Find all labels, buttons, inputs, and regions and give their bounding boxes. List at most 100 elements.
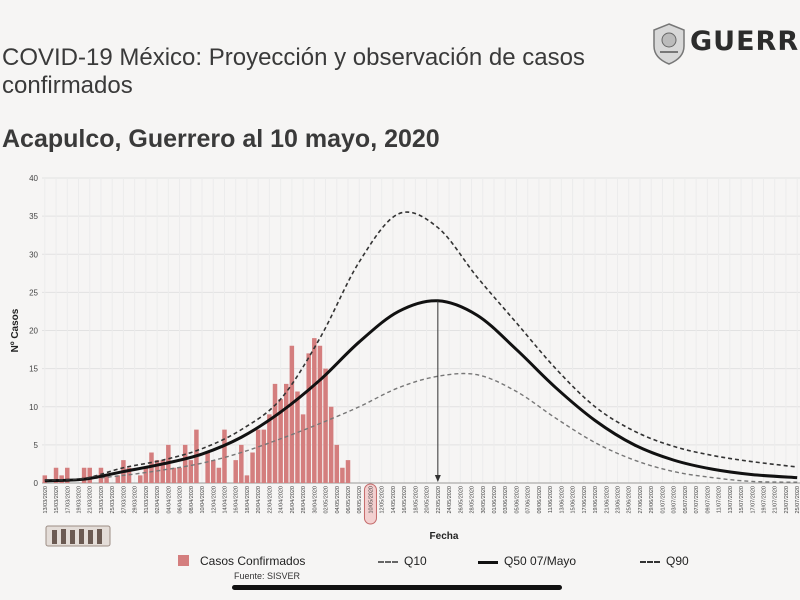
x-tick-label: 07/06/2020 — [526, 486, 532, 514]
bar-casos-confirmados — [177, 467, 182, 483]
y-axis-title: Nº Casos — [10, 308, 21, 352]
x-tick-label: 05/06/2020 — [514, 486, 520, 514]
bar-casos-confirmados — [295, 391, 300, 483]
legend-line-q90 — [640, 561, 660, 563]
chart-canvas: 0 5 10 15 20 25 30 35 40 13/03/2020 15/03/2020 17/0… — [10, 174, 800, 542]
x-tick-label: 15/07/2020 — [739, 486, 745, 514]
x-tick-label: 22/04/2020 — [267, 486, 273, 514]
series-line-q50-07-mayo — [44, 299, 798, 483]
government-logo-icon — [45, 525, 111, 547]
legend-item-casos: Casos Confirmados — [178, 552, 348, 570]
x-tick-label: 10/04/2020 — [200, 486, 206, 514]
x-tick-label: 05/07/2020 — [683, 486, 689, 514]
legend-item-q90: Q90 — [640, 552, 710, 570]
x-tick-label: 04/04/2020 — [166, 486, 172, 514]
x-tick-label: 25/06/2020 — [627, 486, 633, 514]
state-emblem-icon — [653, 23, 685, 65]
x-tick-label: 29/03/2020 — [133, 486, 139, 514]
x-tick-label: 08/04/2020 — [189, 486, 195, 514]
x-tick-label: 15/06/2020 — [571, 486, 577, 514]
x-tick-label: 12/05/2020 — [380, 486, 386, 514]
legend-label-q10: Q10 — [404, 554, 427, 568]
bar-casos-confirmados — [115, 475, 121, 483]
bar-casos-confirmados — [205, 452, 210, 483]
bar-casos-confirmados — [81, 467, 87, 483]
x-tick-label: 12/04/2020 — [211, 486, 217, 514]
bar-casos-confirmados — [182, 444, 188, 483]
x-tick-label: 31/03/2020 — [144, 486, 150, 514]
bar-casos-confirmados — [188, 460, 194, 483]
bar-casos-confirmados — [239, 444, 244, 483]
bar-casos-confirmados — [222, 429, 227, 483]
bar-casos-confirmados — [171, 467, 177, 483]
x-axis-title: Fecha — [430, 531, 459, 542]
x-tick-label: 27/06/2020 — [638, 486, 644, 514]
x-tick-label: 23/03/2020 — [99, 486, 105, 514]
legend-line-q50 — [478, 561, 498, 564]
x-tick-label: 09/06/2020 — [537, 486, 543, 514]
bar-casos-confirmados — [283, 383, 289, 483]
chart-title: COVID-19 México: Proyección y observació… — [2, 44, 585, 99]
bar-casos-confirmados — [278, 399, 283, 483]
y-tick-label: 20 — [29, 327, 38, 336]
legend-item-q10: Q10 — [378, 552, 448, 570]
bar-casos-confirmados — [272, 383, 278, 483]
x-tick-label: 19/06/2020 — [593, 486, 599, 514]
series-line-q90 — [44, 211, 798, 481]
bar-casos-confirmados — [334, 444, 340, 483]
x-tick-label: 10/05/2020 — [368, 486, 374, 514]
bar-casos-confirmados — [312, 338, 317, 483]
x-tick-label: 06/04/2020 — [178, 486, 184, 514]
home-indicator[interactable] — [232, 585, 562, 590]
legend-label-casos: Casos Confirmados — [200, 554, 306, 568]
bar-casos-confirmados — [328, 406, 334, 483]
x-tick-label: 19/03/2020 — [76, 486, 82, 514]
bar-casos-confirmados — [289, 345, 295, 483]
bar-casos-confirmados — [216, 467, 222, 483]
x-tick-label: 01/06/2020 — [492, 486, 498, 514]
bar-casos-confirmados — [261, 429, 267, 483]
bar-casos-confirmados — [143, 467, 149, 483]
x-tick-label: 30/04/2020 — [312, 486, 318, 514]
legend-label-q50: Q50 07/Mayo — [504, 554, 577, 568]
bar-casos-confirmados — [65, 467, 70, 483]
x-tick-label: 02/05/2020 — [324, 486, 330, 514]
x-tick-label: 26/05/2020 — [458, 486, 464, 514]
x-tick-label: 17/03/2020 — [65, 486, 71, 514]
bar-casos-confirmados — [267, 414, 272, 483]
x-tick-label: 07/07/2020 — [694, 486, 700, 514]
chart-legend: Casos Confirmados Q10 Q50 07/Mayo Q90 — [178, 552, 778, 574]
x-tick-label: 23/06/2020 — [616, 486, 622, 514]
x-tick-label: 15/03/2020 — [54, 486, 60, 514]
legend-swatch-bars — [178, 555, 189, 566]
series-line-q10 — [44, 372, 798, 483]
bar-casos-confirmados — [104, 475, 109, 483]
legend-item-q50: Q50 07/Mayo — [478, 552, 618, 570]
x-tick-label: 18/04/2020 — [245, 486, 251, 514]
x-tick-label: 14/05/2020 — [391, 486, 397, 514]
bar-casos-confirmados — [233, 460, 238, 483]
bar-casos-confirmados — [211, 460, 216, 483]
bar-casos-confirmados — [138, 475, 143, 483]
bar-casos-confirmados — [250, 452, 255, 483]
x-tick-label: 21/07/2020 — [773, 486, 779, 514]
x-tick-label: 17/07/2020 — [750, 486, 756, 514]
y-tick-label: 0 — [34, 479, 39, 488]
x-tick-label: 30/05/2020 — [481, 486, 487, 514]
peak-arrow-head — [434, 475, 441, 482]
x-tick-label: 16/04/2020 — [234, 486, 240, 514]
x-tick-label: 11/06/2020 — [548, 486, 554, 513]
bar-casos-confirmados — [340, 467, 345, 483]
x-tick-label: 14/04/2020 — [222, 486, 228, 514]
y-tick-label: 10 — [29, 403, 38, 412]
y-tick-label: 5 — [34, 441, 39, 450]
x-tick-label: 19/07/2020 — [762, 486, 768, 514]
x-tick-label: 26/04/2020 — [290, 486, 296, 514]
x-tick-label: 21/03/2020 — [88, 486, 94, 514]
bar-casos-confirmados — [87, 467, 92, 483]
y-tick-label: 40 — [29, 174, 38, 183]
x-tick-label: 25/07/2020 — [795, 486, 800, 514]
x-tick-label: 01/07/2020 — [660, 486, 666, 514]
x-tick-label: 18/05/2020 — [413, 486, 419, 514]
y-tick-label: 30 — [29, 250, 38, 259]
